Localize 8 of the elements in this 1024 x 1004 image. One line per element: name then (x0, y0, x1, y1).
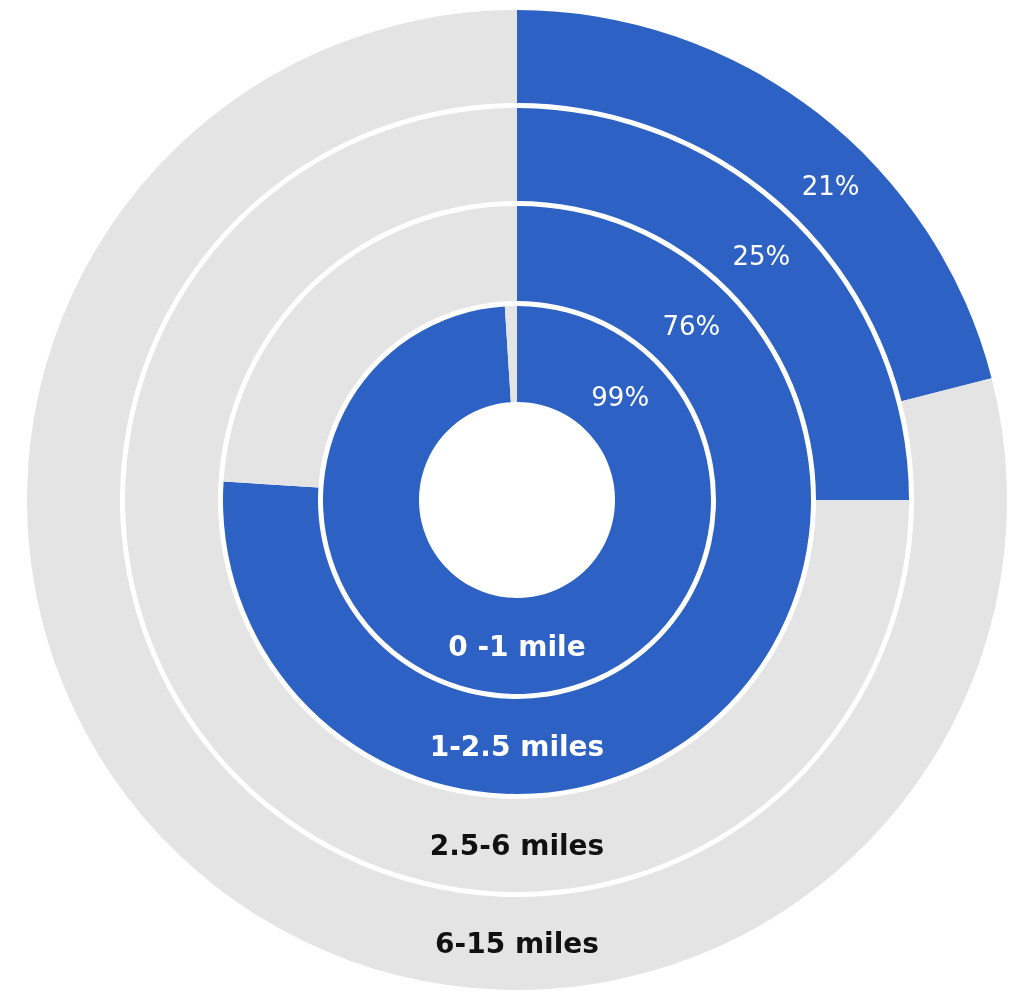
data-label: 21% (801, 171, 860, 202)
slice-label: 2.5-6 miles (429, 829, 605, 862)
slice-label: 6-15 miles (435, 927, 599, 960)
data-label: 76% (662, 310, 721, 341)
slice-label: 0 -1 mile (448, 629, 586, 663)
data-label: 99% (591, 381, 650, 412)
slice-label: 1-2.5 miles (429, 730, 605, 763)
data-label: 25% (732, 240, 791, 271)
